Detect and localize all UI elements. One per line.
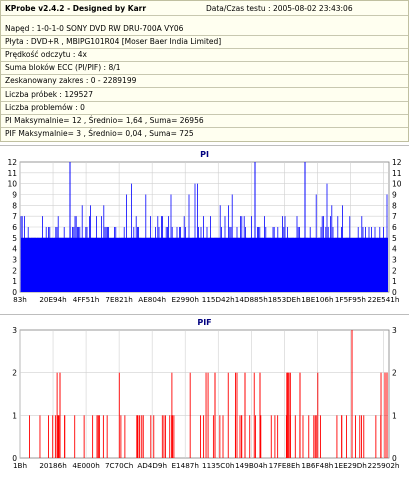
separator	[1, 87, 408, 88]
x-tick-label: 7C70Ch	[105, 461, 133, 470]
y-tick-label-right: 12	[392, 158, 402, 167]
y-tick-label-right: 9	[392, 191, 397, 200]
x-tick-label: 225902h	[367, 461, 399, 470]
y-tick-label-left: 7	[12, 212, 17, 221]
y-tick-label-left: 12	[7, 158, 17, 167]
y-tick-label-left: 4	[12, 245, 17, 254]
y-tick-label-left: 2	[12, 266, 17, 275]
read-speed-line: Prędkość odczytu : 4x	[5, 50, 87, 59]
y-tick-label-right: 6	[392, 223, 397, 232]
x-tick-label: 20E94h	[39, 295, 66, 304]
x-tick-label: 115D42h	[202, 295, 235, 304]
y-tick-label-left: 5	[12, 234, 17, 243]
y-tick-label-right: 11	[392, 169, 402, 178]
separator	[1, 61, 408, 62]
separator	[1, 114, 408, 115]
x-tick-label: AD4D9h	[137, 461, 167, 470]
y-tick-label-right: 1	[392, 277, 397, 286]
ecc-blocks-line: Suma bloków ECC (PI/PIF) : 8/1	[5, 63, 121, 72]
x-tick-label: 14D885h	[235, 295, 268, 304]
y-tick-label-left: 6	[12, 223, 17, 232]
x-tick-label: 17FE8Eh	[269, 461, 301, 470]
separator	[1, 35, 408, 36]
y-tick-label-left: 0	[12, 288, 17, 297]
problems-line: Liczba problemów : 0	[5, 103, 85, 112]
test-date: Data/Czas testu : 2005-08-02 23:43:06	[206, 4, 353, 13]
separator	[1, 127, 408, 128]
y-tick-label-right: 0	[392, 454, 397, 463]
x-tick-label: 4FF51h	[73, 295, 100, 304]
y-tick-label-right: 1	[392, 411, 397, 420]
plot-area	[19, 329, 390, 459]
y-tick-label-left: 8	[12, 201, 17, 210]
x-tick-label: 1F5F95h	[335, 295, 366, 304]
chart-title: PI	[200, 150, 209, 159]
x-tick-label: 1EE29Dh	[334, 461, 367, 470]
y-tick-label-right: 7	[392, 212, 397, 221]
x-tick-label: 1135C0h	[202, 461, 234, 470]
disc-line: Płyta : DVD+R , MBIPG101R04 [Moser Baer …	[5, 37, 222, 46]
x-tick-label: 20186h	[39, 461, 66, 470]
separator	[1, 15, 408, 16]
y-tick-label-right: 3	[392, 256, 397, 265]
pif-summary-line: PIF Maksymalnie= 3 , Średnio= 0,04 , Sum…	[5, 129, 194, 138]
app-title: KProbe v2.4.2 - Designed by Karr	[5, 4, 147, 13]
y-tick-label-right: 5	[392, 234, 397, 243]
x-tick-label: 4E000h	[72, 461, 99, 470]
y-tick-label-right: 4	[392, 245, 397, 254]
y-tick-label-right: 0	[392, 288, 397, 297]
y-tick-label-right: 2	[392, 266, 397, 275]
x-tick-label: 149B04h	[235, 461, 267, 470]
samples-line: Liczba próbek : 129527	[5, 90, 93, 99]
x-tick-label: 1853DEh	[268, 295, 301, 304]
y-tick-label-right: 10	[392, 180, 402, 189]
y-tick-label-left: 11	[7, 169, 17, 178]
separator	[1, 101, 408, 102]
y-tick-label-left: 1	[12, 277, 17, 286]
y-tick-label-left: 1	[12, 411, 17, 420]
y-tick-label-left: 3	[12, 326, 17, 335]
y-tick-label-right: 8	[392, 201, 397, 210]
separator	[1, 74, 408, 75]
chart-title: PIF	[197, 318, 211, 327]
y-tick-label-left: 9	[12, 191, 17, 200]
y-tick-label-left: 2	[12, 369, 17, 378]
y-tick-label-left: 10	[7, 180, 17, 189]
x-tick-label: 1BE106h	[301, 295, 333, 304]
x-tick-label: 22E541h	[367, 295, 399, 304]
pi-chart-panel: PI 0 0 1 1 2 2 3 3 4 4 5 5 6 6 7 7 8 8 9 9 10 10 11 11 12 12 83h 20E…	[0, 145, 409, 308]
x-tick-label: 1Bh	[13, 461, 27, 470]
x-tick-label: 83h	[13, 295, 27, 304]
scan-range-line: Zeskanowany zakres : 0 - 2289199	[5, 76, 137, 85]
x-tick-label: E2990h	[172, 295, 199, 304]
y-tick-label-right: 3	[392, 326, 397, 335]
x-tick-label: 7E821h	[105, 295, 132, 304]
y-tick-label-left: 3	[12, 256, 17, 265]
drive-line: Napęd : 1-0-1-0 SONY DVD RW DRU-700A VY0…	[5, 24, 184, 33]
info-panel: KProbe v2.4.2 - Designed by Karr Data/Cz…	[0, 0, 409, 142]
y-tick-label-right: 2	[392, 369, 397, 378]
x-tick-label: AE804h	[138, 295, 166, 304]
y-tick-label-left: 0	[12, 454, 17, 463]
pi-summary-line: PI Maksymalnie= 12 , Średnio= 1,64 , Sum…	[5, 116, 204, 125]
pif-chart-panel: PIF 0 0 1 1 2 2 3 3 1Bh 20186h 4E000h 7C70Ch AD4D9h E1…	[0, 314, 409, 481]
separator	[1, 48, 408, 49]
x-tick-label: E1487h	[172, 461, 199, 470]
pif-chart: PIF 0 0 1 1 2 2 3 3 1Bh 20186h 4E000h 7C70Ch AD4D9h E1…	[12, 318, 399, 470]
x-tick-label: 1B6F48h	[301, 461, 333, 470]
